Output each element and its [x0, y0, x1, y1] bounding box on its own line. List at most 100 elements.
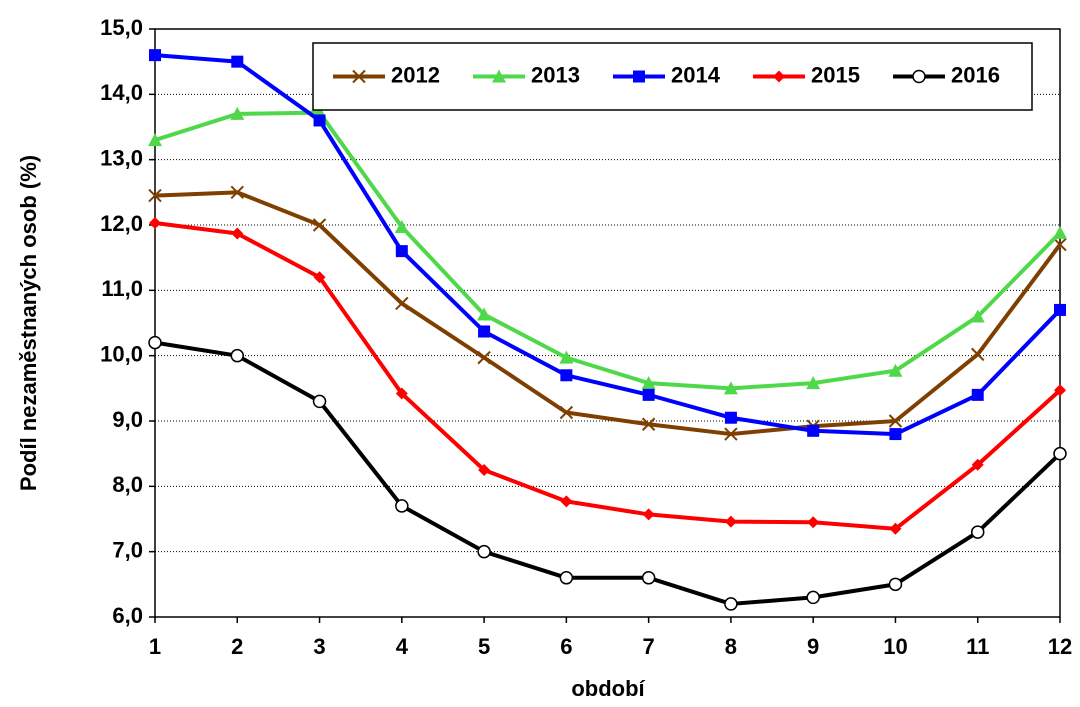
y-tick-label: 9,0: [112, 407, 143, 432]
marker: [148, 188, 162, 203]
marker: [724, 597, 738, 611]
marker: [773, 70, 785, 83]
marker: [971, 458, 984, 471]
y-tick-label: 14,0: [100, 80, 143, 105]
marker: [723, 381, 738, 395]
y-tick-label: 6,0: [112, 603, 143, 628]
marker: [1053, 237, 1067, 252]
marker: [313, 114, 326, 127]
marker: [231, 55, 244, 68]
x-tick-label: 10: [883, 634, 907, 659]
series-line: [154, 53, 1062, 437]
y-axis-label: Podíl nezaměstnaných osob (%): [16, 155, 41, 491]
marker: [641, 376, 656, 390]
legend-label: 2016: [951, 62, 1000, 87]
legend-label: 2013: [531, 62, 580, 87]
x-tick-label: 5: [478, 634, 490, 659]
series-line: [154, 221, 1062, 531]
marker: [312, 394, 327, 409]
x-tick-label: 1: [149, 634, 161, 659]
series-line: [154, 190, 1062, 437]
marker: [970, 525, 985, 539]
marker: [477, 544, 491, 559]
marker: [724, 515, 737, 528]
marker: [477, 307, 492, 321]
marker: [806, 376, 821, 390]
marker: [889, 522, 902, 535]
marker: [971, 388, 984, 401]
marker: [313, 271, 326, 284]
marker: [633, 70, 645, 83]
marker: [395, 296, 409, 311]
marker: [395, 499, 409, 513]
marker: [230, 106, 245, 120]
y-tick-label: 15,0: [100, 15, 143, 40]
marker: [559, 350, 574, 364]
marker: [395, 245, 408, 258]
marker: [231, 227, 244, 240]
plot-border: [154, 28, 1061, 618]
marker: [1053, 446, 1067, 461]
legend-label: 2014: [671, 62, 721, 87]
marker: [149, 49, 161, 62]
marker: [724, 427, 738, 441]
marker: [149, 217, 161, 230]
marker: [148, 335, 162, 350]
marker: [352, 69, 366, 84]
marker: [560, 369, 573, 382]
marker: [477, 350, 491, 365]
x-tick-label: 11: [966, 634, 989, 659]
marker: [560, 495, 573, 508]
y-tick-label: 8,0: [112, 472, 143, 497]
y-tick-label: 11,0: [101, 276, 143, 301]
marker: [641, 571, 656, 585]
marker: [478, 325, 491, 338]
marker: [559, 571, 574, 585]
marker: [492, 69, 506, 83]
x-tick-label: 6: [560, 634, 572, 659]
y-tick-label: 10,0: [100, 341, 143, 366]
x-tick-label: 2: [231, 634, 243, 659]
legend: 2012 2013 2014 2015 2016: [312, 42, 1033, 111]
x-tick-label: 3: [313, 634, 325, 659]
marker: [230, 348, 245, 363]
x-tick-label: 12: [1048, 634, 1072, 659]
x-tick-label: 8: [725, 634, 737, 659]
marker: [395, 387, 408, 400]
x-tick-label: 7: [643, 634, 655, 659]
marker: [806, 590, 820, 605]
series-line: [154, 110, 1062, 391]
marker: [971, 347, 985, 362]
marker: [394, 219, 409, 233]
marker: [1054, 303, 1066, 316]
marker: [230, 185, 244, 200]
marker: [970, 309, 985, 323]
legend-label: 2012: [391, 62, 440, 87]
x-tick-label: 4: [396, 634, 409, 659]
y-tick-label: 13,0: [100, 145, 143, 170]
marker: [312, 218, 327, 232]
marker: [888, 577, 903, 592]
marker: [888, 414, 903, 428]
marker: [642, 388, 655, 401]
marker: [148, 133, 162, 147]
marker: [889, 428, 902, 441]
legend-label: 2015: [811, 62, 860, 87]
x-axis-label: období: [571, 676, 645, 701]
marker: [888, 363, 903, 377]
y-tick-label: 7,0: [112, 537, 143, 562]
marker: [807, 424, 820, 437]
marker: [1053, 225, 1067, 239]
y-tick-label: 12,0: [100, 211, 143, 236]
marker: [807, 516, 820, 529]
marker: [478, 464, 491, 476]
marker: [1054, 384, 1066, 397]
marker: [912, 69, 926, 84]
marker: [559, 405, 574, 420]
marker: [724, 411, 737, 424]
marker: [642, 508, 655, 521]
x-tick-label: 9: [807, 634, 819, 659]
series-line: [154, 340, 1062, 606]
marker: [641, 417, 656, 431]
